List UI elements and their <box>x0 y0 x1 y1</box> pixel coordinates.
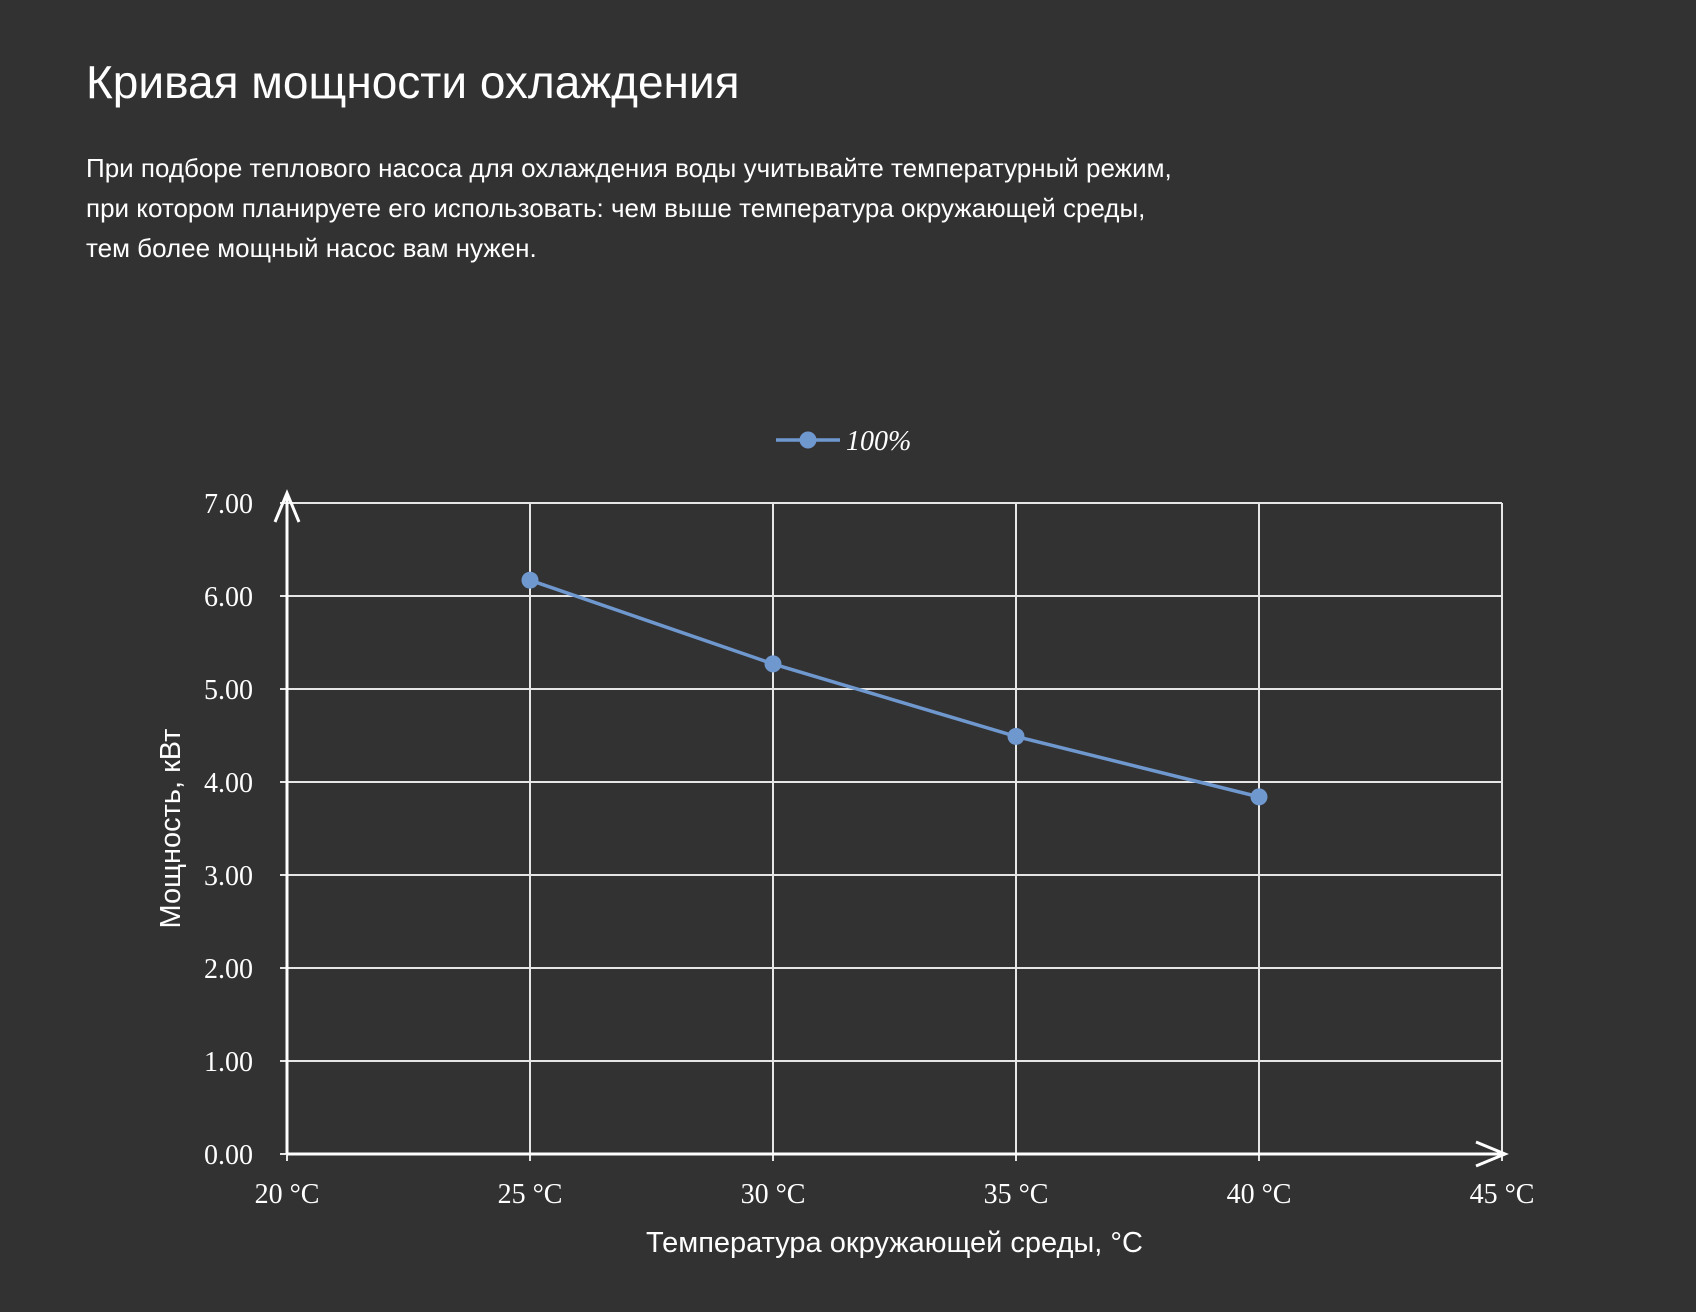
legend-marker-icon <box>799 431 817 449</box>
y-tick-label: 3.00 <box>204 861 253 892</box>
legend-label: 100% <box>846 426 911 457</box>
legend: 100% <box>776 426 911 457</box>
y-axis-title: Мощность, кВт <box>155 729 187 929</box>
data-point <box>1007 727 1025 745</box>
y-tick-label: 0.00 <box>204 1140 253 1171</box>
axis-titles-layer: Температура окружающей среды, °C Мощность… <box>155 729 1143 1259</box>
x-tick-label: 25 °C <box>498 1179 563 1210</box>
description-line-2: при котором планируете его использовать:… <box>86 193 1146 223</box>
y-axis-arrow-icon <box>273 489 301 523</box>
grid-layer <box>280 502 1503 1161</box>
data-point <box>521 571 539 589</box>
x-tick-label: 40 °C <box>1227 1179 1292 1210</box>
tick-labels-layer: 0.00 1.00 2.00 3.00 4.00 5.00 6.00 7.00 20 °C 25 … <box>204 489 1534 1210</box>
axes-layer <box>273 489 1509 1168</box>
y-tick-label: 2.00 <box>204 954 253 985</box>
series-layer <box>521 571 1268 806</box>
series-line <box>529 578 1260 799</box>
page-description: При подборе теплового насоса для охлажде… <box>86 148 1172 268</box>
data-point <box>764 655 782 673</box>
y-tick-label: 6.00 <box>204 582 253 613</box>
description-line-3: тем более мощный насос вам нужен. <box>86 233 537 263</box>
x-tick-label: 30 °C <box>741 1179 806 1210</box>
x-tick-label: 35 °C <box>984 1179 1049 1210</box>
description-line-1: При подборе теплового насоса для охлажде… <box>86 153 1172 183</box>
x-tick-label: 20 °C <box>255 1179 320 1210</box>
data-point <box>1250 788 1268 806</box>
y-tick-label: 5.00 <box>204 675 253 706</box>
x-axis-arrow-icon <box>1475 1140 1509 1168</box>
y-tick-label: 4.00 <box>204 768 253 799</box>
x-tick-label: 45 °C <box>1470 1179 1535 1210</box>
y-tick-label: 1.00 <box>204 1047 253 1078</box>
x-axis-title: Температура окружающей среды, °C <box>646 1227 1143 1259</box>
page-title: Кривая мощности охлаждения <box>86 56 740 108</box>
y-tick-label: 7.00 <box>204 489 253 520</box>
